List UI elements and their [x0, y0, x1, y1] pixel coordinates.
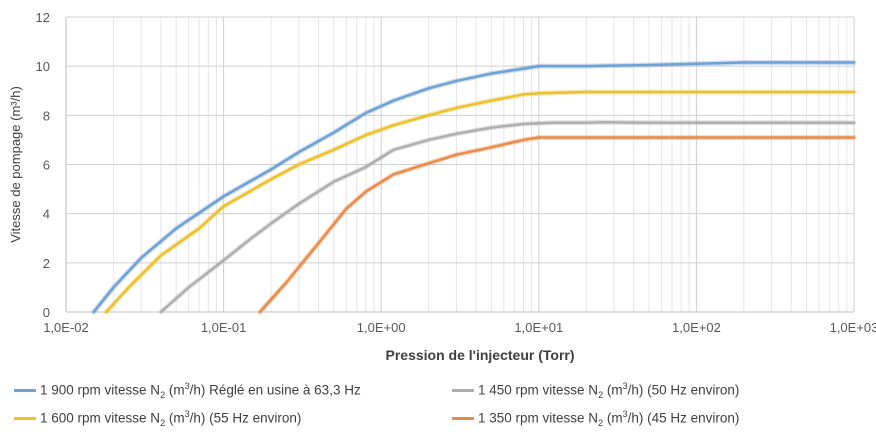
- legend-text-pre: 1 450 rpm vitesse N: [478, 382, 599, 398]
- legend-text-sup: 3: [184, 409, 190, 419]
- series-lines: [91, 59, 857, 315]
- legend-label: 1 600 rpm vitesse N2 (m3/h) (55 Hz envir…: [40, 409, 301, 428]
- legend-swatch: [14, 389, 36, 393]
- tick-labels: 1,0E-02 1,0E-01 1,0E+00 1,0E+01 1,0E+02 1,0E+…: [36, 10, 876, 335]
- y-tick-label: 0: [43, 305, 50, 320]
- legend-text-post: /h) Réglé en usine à 63,3 Hz: [189, 382, 361, 398]
- legend-text-sub: 2: [160, 418, 166, 429]
- legend-item: 1 900 rpm vitesse N2 (m3/h) Réglé en usi…: [14, 381, 361, 400]
- x-axis-label: Pression de l'injecteur (Torr): [386, 347, 575, 363]
- legend-text-mid: (m: [603, 410, 623, 426]
- legend-swatch: [452, 389, 474, 393]
- legend-item: 1 350 rpm vitesse N2 (m3/h) (45 Hz envir…: [452, 409, 739, 428]
- legend-text-pre: 1 350 rpm vitesse N: [478, 410, 599, 426]
- legend-text-mid: (m: [165, 410, 185, 426]
- series-line-4: [258, 136, 856, 314]
- y-tick-label: 8: [43, 108, 50, 123]
- legend-text-post: /h) (50 Hz environ): [627, 382, 740, 398]
- legend-item: 1 600 rpm vitesse N2 (m3/h) (55 Hz envir…: [14, 409, 301, 428]
- legend-swatch: [14, 417, 36, 421]
- y-tick-label: 12: [36, 10, 50, 25]
- legend-label: 1 450 rpm vitesse N2 (m3/h) (50 Hz envir…: [478, 381, 739, 400]
- legend-text-sub: 2: [160, 390, 166, 401]
- y-tick-label: 2: [43, 256, 50, 271]
- x-tick-label: 1,0E-01: [201, 320, 247, 335]
- legend-text-pre: 1 900 rpm vitesse N: [40, 382, 161, 398]
- legend-label: 1 350 rpm vitesse N2 (m3/h) (45 Hz envir…: [478, 409, 739, 428]
- x-tick-label: 1,0E+01: [514, 320, 563, 335]
- legend-text-sub: 2: [598, 390, 604, 401]
- legend-text-mid: (m: [603, 382, 623, 398]
- x-tick-label: 1,0E-02: [43, 320, 89, 335]
- y-tick-label: 10: [36, 59, 50, 74]
- legend-text-post: /h) (55 Hz environ): [189, 410, 302, 426]
- x-tick-label: 1,0E+03: [830, 320, 876, 335]
- y-tick-label: 6: [43, 158, 50, 173]
- legend-item: 1 450 rpm vitesse N2 (m3/h) (50 Hz envir…: [452, 381, 739, 400]
- series-line-3: [159, 120, 856, 314]
- y-axis-label: Vitesse de pompage (m³/h): [8, 86, 23, 243]
- legend-text-pre: 1 600 rpm vitesse N: [40, 410, 161, 426]
- series-line-1: [92, 61, 856, 314]
- legend-text-post: /h) (45 Hz environ): [627, 410, 740, 426]
- x-tick-label: 1,0E+00: [357, 320, 406, 335]
- x-tick-label: 1,0E+02: [672, 320, 721, 335]
- legend-text-mid: (m: [165, 382, 185, 398]
- legend-text-sub: 2: [598, 418, 604, 429]
- legend-text-sup: 3: [622, 409, 628, 419]
- series-line-2: [104, 90, 856, 314]
- legend-text-sup: 3: [622, 381, 628, 391]
- legend-swatch: [452, 417, 474, 421]
- series-line-halo-4: [257, 134, 857, 315]
- axes: [65, 17, 854, 313]
- series-line-halo-3: [158, 119, 857, 315]
- legend-label: 1 900 rpm vitesse N2 (m3/h) Réglé en usi…: [40, 381, 361, 400]
- y-tick-label: 4: [43, 207, 50, 222]
- legend-text-sup: 3: [184, 381, 190, 391]
